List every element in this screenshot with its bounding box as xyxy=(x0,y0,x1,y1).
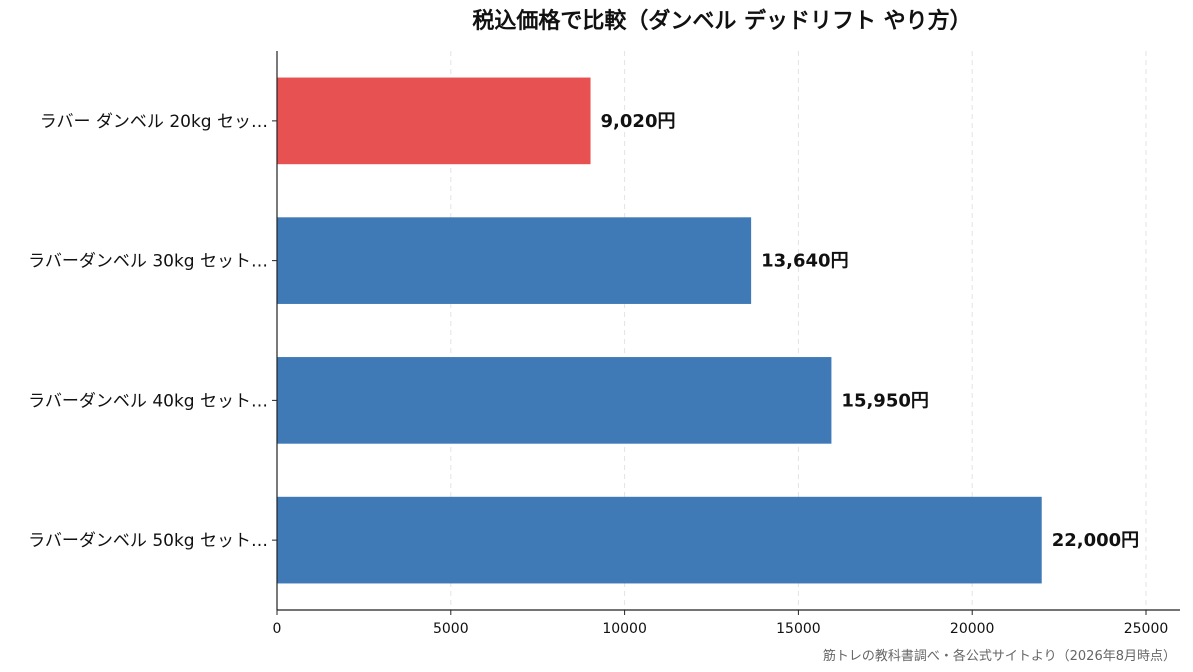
x-tick-label: 5000 xyxy=(433,621,469,637)
x-tick-label: 0 xyxy=(273,621,282,637)
x-tick-label: 20000 xyxy=(950,621,995,637)
data-label: 9,020円 xyxy=(601,111,676,132)
category-labels: ラバー ダンベル 20kg セッ… ラバーダンベル 30kg セット… ラバーダンベ… xyxy=(28,112,277,551)
bar xyxy=(277,496,1042,584)
x-tick-label: 10000 xyxy=(602,621,647,637)
category-label: ラバーダンベル 40kg セット… xyxy=(28,391,268,411)
category-label: ラバーダンベル 30kg セット… xyxy=(28,252,268,272)
source-note: 筋トレの教科書調べ・各公式サイトより（2026年8月時点） xyxy=(823,648,1176,664)
bars-group xyxy=(277,77,1042,584)
data-label: 13,640円 xyxy=(761,251,848,272)
data-labels: 9,020円 13,640円 15,950円 22,000円 xyxy=(601,111,1140,551)
x-ticks: 0 5000 10000 15000 20000 25000 xyxy=(273,610,1169,637)
x-tick-label: 25000 xyxy=(1124,621,1169,637)
x-tick-label: 15000 xyxy=(776,621,821,637)
category-label: ラバーダンベル 50kg セット… xyxy=(28,531,268,551)
bar xyxy=(277,357,832,444)
data-label: 22,000円 xyxy=(1052,530,1139,551)
bar xyxy=(277,217,752,304)
bar xyxy=(277,77,591,165)
chart-title: 税込価格で比較（ダンベル デッドリフト やり方） xyxy=(472,8,971,34)
data-label: 15,950円 xyxy=(841,390,928,411)
category-label: ラバー ダンベル 20kg セッ… xyxy=(40,112,268,132)
